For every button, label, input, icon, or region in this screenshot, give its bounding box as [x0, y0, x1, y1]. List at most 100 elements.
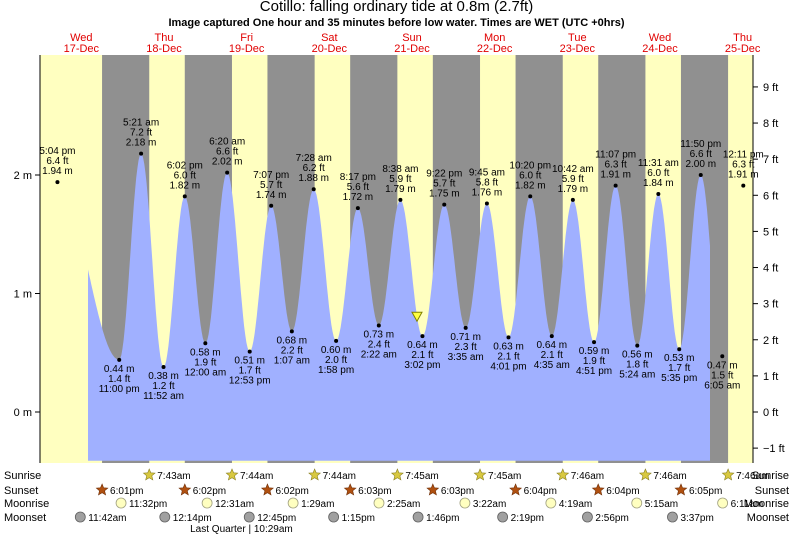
- tide-label-ft: 1.5 ft: [711, 370, 733, 381]
- day-name-label: Thu: [155, 32, 174, 44]
- sunset-time-label: 6:01pm: [110, 486, 143, 497]
- sunset-time-label: 6:02pm: [275, 486, 308, 497]
- tide-point-8: [269, 203, 274, 208]
- sunrise-icon: [473, 468, 487, 481]
- tide-label-m: 0.63 m: [493, 341, 524, 352]
- day-name-label: Sun: [402, 32, 422, 44]
- moonset-icon: [74, 511, 86, 523]
- tide-label-time: 12:00 am: [184, 367, 226, 378]
- tide-point-21: [549, 334, 554, 339]
- tide-label-time: 4:51 pm: [576, 366, 612, 377]
- tide-point-9: [289, 329, 294, 334]
- tide-point-0: [55, 180, 60, 185]
- tide-label-time: 7:28 am: [296, 153, 332, 164]
- tide-point-1: [117, 357, 122, 362]
- tide-label-time: 5:04 pm: [39, 146, 75, 157]
- tide-point-7: [247, 349, 252, 354]
- tide-point-16: [442, 202, 447, 207]
- tide-point-18: [484, 201, 489, 206]
- moonrise-icon: [115, 497, 127, 509]
- tide-label-ft: 2.0 ft: [325, 355, 347, 366]
- tide-label-time: 6:20 am: [209, 137, 245, 148]
- moonrise-time-label: 11:32pm: [129, 499, 167, 510]
- tide-label-ft: 1.9 ft: [194, 357, 216, 368]
- tide-label-time: 3:35 am: [448, 352, 484, 363]
- tide-label-ft: 2.4 ft: [368, 339, 390, 350]
- tide-label-m: 1.82 m: [515, 180, 546, 191]
- sunset-icon: [343, 483, 357, 496]
- tide-label-time: 8:17 pm: [340, 172, 376, 183]
- tide-label-time: 10:42 am: [552, 164, 594, 175]
- moonset-icon: [243, 511, 255, 523]
- right-tick-label: 4 ft: [763, 263, 778, 275]
- moonrise-icon: [545, 497, 557, 509]
- tide-point-12: [355, 206, 360, 211]
- tide-label-m: 1.74 m: [256, 190, 287, 201]
- tide-label-time: 11:31 am: [638, 158, 679, 169]
- moonset-time-label: 1:46pm: [426, 513, 459, 524]
- right-tick-label: 2 ft: [763, 335, 778, 347]
- moonrise-time-label: 6:11am: [731, 499, 764, 510]
- tide-label-time: 7:07 pm: [253, 170, 289, 181]
- sunset-icon: [674, 483, 688, 496]
- right-tick-label: 1 ft: [763, 371, 778, 383]
- moonrise-icon: [717, 497, 729, 509]
- tide-point-29: [720, 354, 725, 359]
- tide-label-m: 1.91 m: [728, 170, 759, 181]
- sunrise-time-label: 7:46am: [653, 471, 686, 482]
- tide-label-time: 6:05 am: [704, 380, 740, 391]
- tide-label-m: 0.68 m: [277, 335, 308, 346]
- tide-label-time: 10:20 pm: [509, 160, 551, 171]
- moonrise-row-label-right: Moonrise: [744, 498, 789, 510]
- tide-area: [88, 153, 710, 461]
- tide-label-ft: 1.9 ft: [583, 356, 605, 367]
- tide-point-11: [334, 338, 339, 343]
- tide-point-26: [656, 191, 661, 196]
- tide-label-ft: 2.3 ft: [455, 342, 477, 353]
- sunset-time-label: 6:04pm: [606, 486, 639, 497]
- sunset-time-label: 6:04pm: [524, 486, 557, 497]
- tide-label-ft: 7.2 ft: [130, 128, 152, 139]
- moonset-icon: [582, 511, 593, 523]
- moonset-row-label-right: Moonset: [747, 512, 789, 524]
- left-tick-label: 1 m: [14, 289, 32, 301]
- moonset-row-label-left: Moonset: [4, 512, 46, 524]
- tide-label-time: 6:02 pm: [167, 160, 203, 171]
- tide-label-time: 12:53 pm: [229, 376, 271, 387]
- tide-label-ft: 6.6 ft: [690, 149, 712, 160]
- tide-label-ft: 2.2 ft: [281, 345, 303, 356]
- tide-label-time: 9:22 pm: [426, 169, 462, 180]
- moonrise-time-label: 3:22am: [473, 499, 506, 510]
- moonset-icon: [159, 511, 171, 523]
- sunrise-time-label: 7:43am: [157, 471, 190, 482]
- tide-point-6: [225, 170, 230, 175]
- tide-label-time: 11:07 pm: [595, 150, 636, 161]
- right-tick-label: 9 ft: [763, 82, 778, 94]
- tide-label-ft: 6.3 ft: [604, 160, 626, 171]
- tide-label-m: 0.60 m: [321, 345, 352, 356]
- sunset-icon: [178, 483, 192, 496]
- tide-point-4: [182, 194, 187, 199]
- tide-label-time: 1:58 pm: [318, 365, 354, 376]
- tide-point-25: [635, 343, 640, 348]
- moonset-time-label: 11:42am: [88, 513, 126, 524]
- day-name-label: Thu: [733, 32, 752, 44]
- sunrise-icon: [390, 468, 404, 481]
- moonrise-icon: [201, 497, 213, 509]
- tide-label-time: 8:38 am: [382, 164, 418, 175]
- tide-label-m: 1.88 m: [298, 173, 329, 184]
- right-tick-label: −1 ft: [763, 443, 785, 455]
- moonrise-time-label: 12:31am: [215, 499, 254, 510]
- left-tick-label: 0 m: [14, 407, 32, 419]
- day-name-label: Sat: [321, 32, 338, 44]
- tide-point-13: [376, 323, 381, 328]
- tide-label-ft: 1.8 ft: [626, 360, 648, 371]
- tide-label-m: 1.75 m: [429, 189, 460, 200]
- sunrise-icon: [638, 468, 652, 481]
- tide-label-ft: 2.1 ft: [541, 350, 563, 361]
- tide-point-24: [613, 183, 618, 188]
- sunrise-time-label: 7:46am: [736, 471, 769, 482]
- right-tick-label: 8 ft: [763, 118, 778, 130]
- day-date-label: 18-Dec: [146, 43, 182, 55]
- sunset-row-label-left: Sunset: [4, 485, 38, 497]
